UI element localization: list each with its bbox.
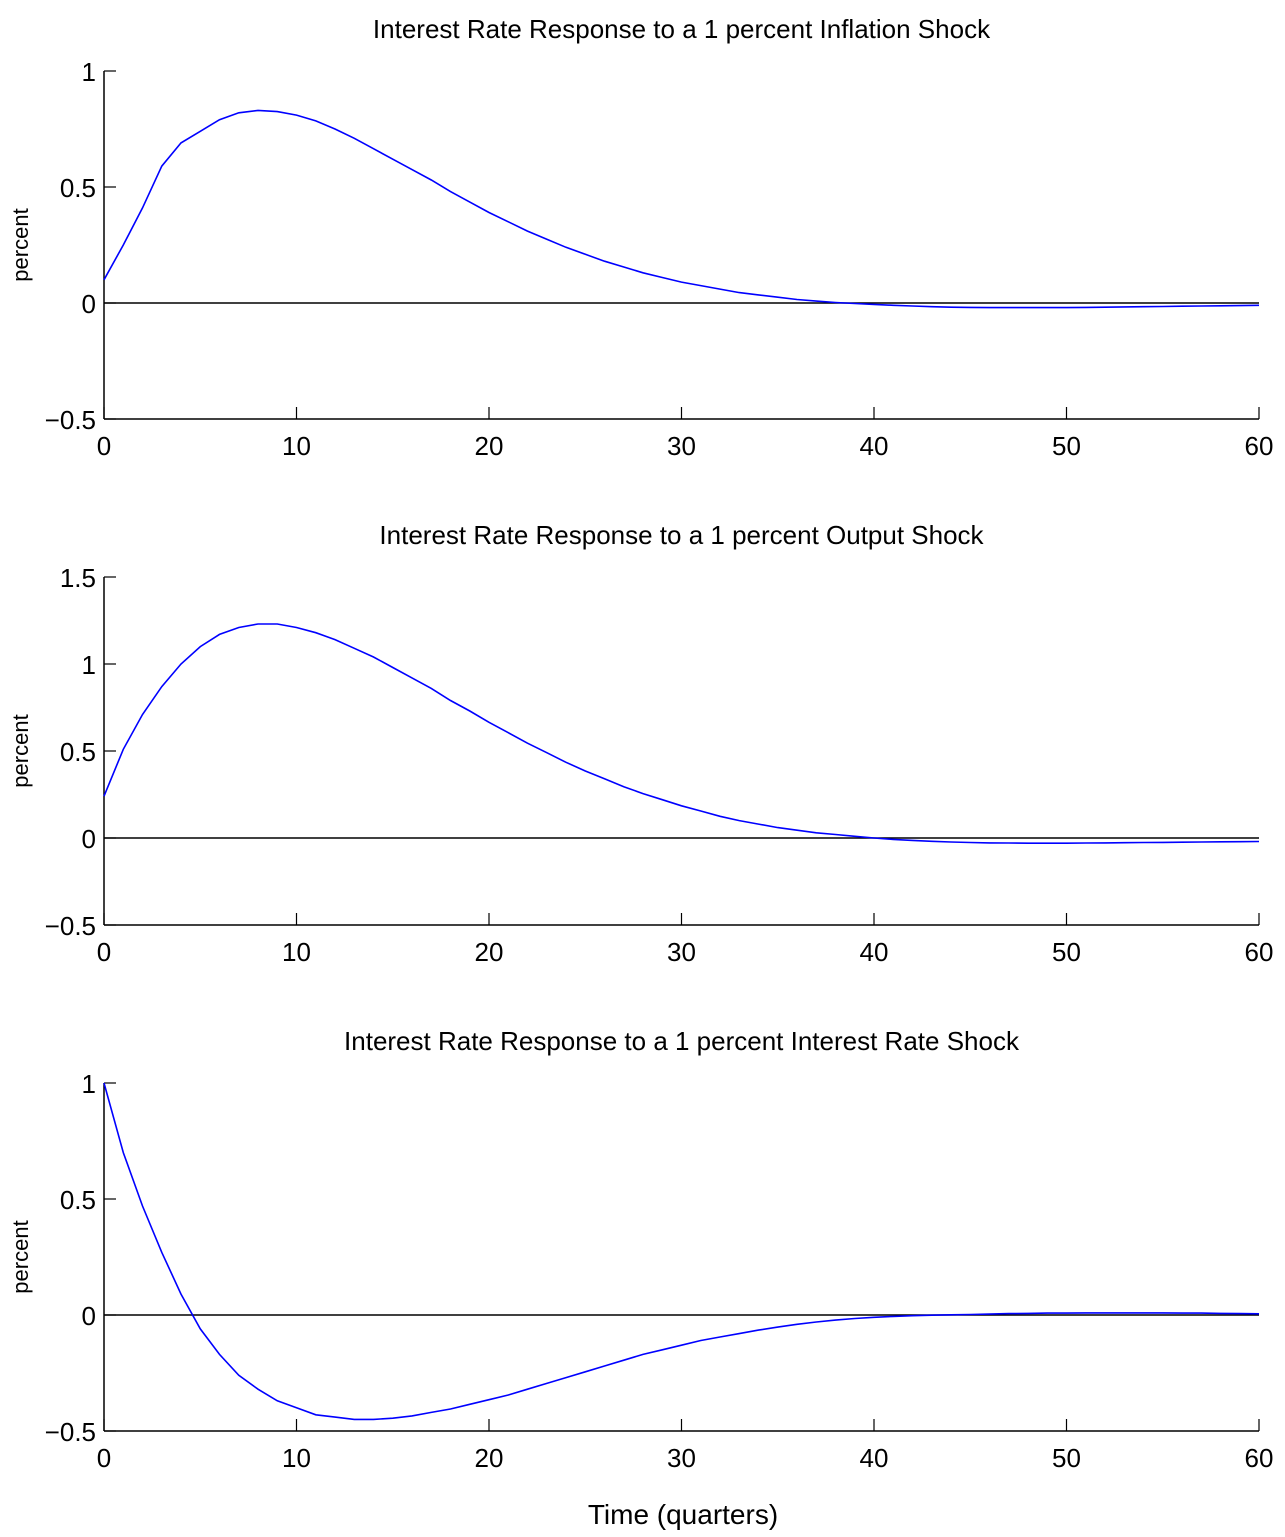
- output-shock-y-tick-label: −0.5: [45, 911, 96, 941]
- output-shock-y-tick-label: 0: [82, 824, 96, 854]
- interest-rate-shock-y-tick-label: 1: [82, 1069, 96, 1099]
- interest-rate-shock-x-tick-label: 50: [1052, 1443, 1081, 1473]
- inflation-shock-title: Interest Rate Response to a 1 percent In…: [373, 14, 991, 44]
- interest-rate-shock-x-tick-label: 20: [475, 1443, 504, 1473]
- inflation-shock-y-axis-label: percent: [8, 208, 33, 281]
- interest-rate-shock-response-line: [103, 1082, 1260, 1421]
- interest-rate-shock-y-axis-label: percent: [8, 1220, 33, 1293]
- x-axis-label: Time (quarters): [588, 1499, 778, 1530]
- inflation-shock-x-tick-label: 60: [1245, 431, 1274, 461]
- interest-rate-shock-x-tick-label: 10: [282, 1443, 311, 1473]
- inflation-shock-x-tick-label: 0: [97, 431, 111, 461]
- interest-rate-shock-title: Interest Rate Response to a 1 percent In…: [344, 1026, 1020, 1056]
- inflation-shock-response-line: [103, 109, 1260, 309]
- interest-rate-shock-panel: Interest Rate Response to a 1 percent In…: [8, 1026, 1273, 1473]
- output-shock-y-axis-label: percent: [8, 714, 33, 787]
- inflation-shock-x-tick-label: 10: [282, 431, 311, 461]
- interest-rate-shock-y-tick-label: 0: [82, 1301, 96, 1331]
- output-shock-x-tick-label: 20: [475, 937, 504, 967]
- interest-rate-shock-x-tick-label: 30: [667, 1443, 696, 1473]
- output-shock-x-tick-label: 30: [667, 937, 696, 967]
- inflation-shock-x-tick-label: 30: [667, 431, 696, 461]
- inflation-shock-y-tick-label: −0.5: [45, 405, 96, 435]
- inflation-shock-x-tick-label: 50: [1052, 431, 1081, 461]
- output-shock-title: Interest Rate Response to a 1 percent Ou…: [379, 520, 984, 550]
- interest-rate-shock-y-tick-label: 0.5: [60, 1185, 96, 1215]
- output-shock-x-tick-label: 10: [282, 937, 311, 967]
- inflation-shock-x-tick-label: 20: [475, 431, 504, 461]
- output-shock-x-tick-label: 60: [1245, 937, 1274, 967]
- output-shock-x-tick-label: 0: [97, 937, 111, 967]
- output-shock-x-tick-label: 40: [860, 937, 889, 967]
- inflation-shock-x-tick-label: 40: [860, 431, 889, 461]
- interest-rate-shock-x-tick-label: 40: [860, 1443, 889, 1473]
- output-shock-y-tick-label: 1: [82, 650, 96, 680]
- inflation-shock-y-tick-label: 0: [82, 289, 96, 319]
- output-shock-panel: Interest Rate Response to a 1 percent Ou…: [8, 520, 1273, 967]
- output-shock-response-line: [103, 623, 1260, 845]
- inflation-shock-y-tick-label: 0.5: [60, 173, 96, 203]
- output-shock-y-tick-label: 0.5: [60, 737, 96, 767]
- interest-rate-shock-y-tick-label: −0.5: [45, 1417, 96, 1447]
- inflation-shock-y-tick-label: 1: [82, 57, 96, 87]
- output-shock-x-tick-label: 50: [1052, 937, 1081, 967]
- interest-rate-shock-x-tick-label: 0: [97, 1443, 111, 1473]
- output-shock-y-tick-label: 1.5: [60, 563, 96, 593]
- inflation-shock-panel: Interest Rate Response to a 1 percent In…: [8, 14, 1273, 461]
- subplots-group: Interest Rate Response to a 1 percent In…: [8, 14, 1273, 1473]
- interest-rate-shock-x-tick-label: 60: [1245, 1443, 1274, 1473]
